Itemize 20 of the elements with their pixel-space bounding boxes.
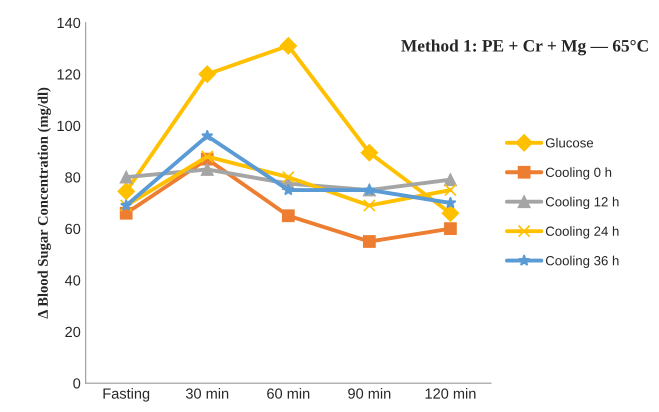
legend-label: Cooling 12 h [546,196,618,210]
text: Method 1: PE + Cr + Mg — 65°C [401,39,648,56]
x-tick-label: Fasting [103,388,150,402]
y-tick-label: 100 [58,120,80,132]
legend-label: Cooling 36 h [546,256,618,268]
y-tick-label: 0 [73,378,80,389]
legend-label: Cooling 24 h [546,226,618,239]
y-axis-title: Δ Blood Sugar Concentration (mg/dl) [38,88,51,319]
x-tick-label: 60 min [267,388,310,399]
y-tick-label: 40 [64,275,80,286]
y-tick-label: 20 [65,326,80,338]
x-tick-label: 30 min [186,388,228,399]
y-tick-label: 120 [58,69,80,80]
y-tick-label: 140 [58,18,80,28]
legend-label: Glucose [546,138,594,148]
legend-label: Cooling 0 h [546,167,612,180]
x-tick-label: 90 min [348,388,390,399]
y-tick-label: 60 [65,224,80,234]
y-tick-label: 80 [65,172,80,183]
x-tick-label: 120 min [426,388,476,399]
